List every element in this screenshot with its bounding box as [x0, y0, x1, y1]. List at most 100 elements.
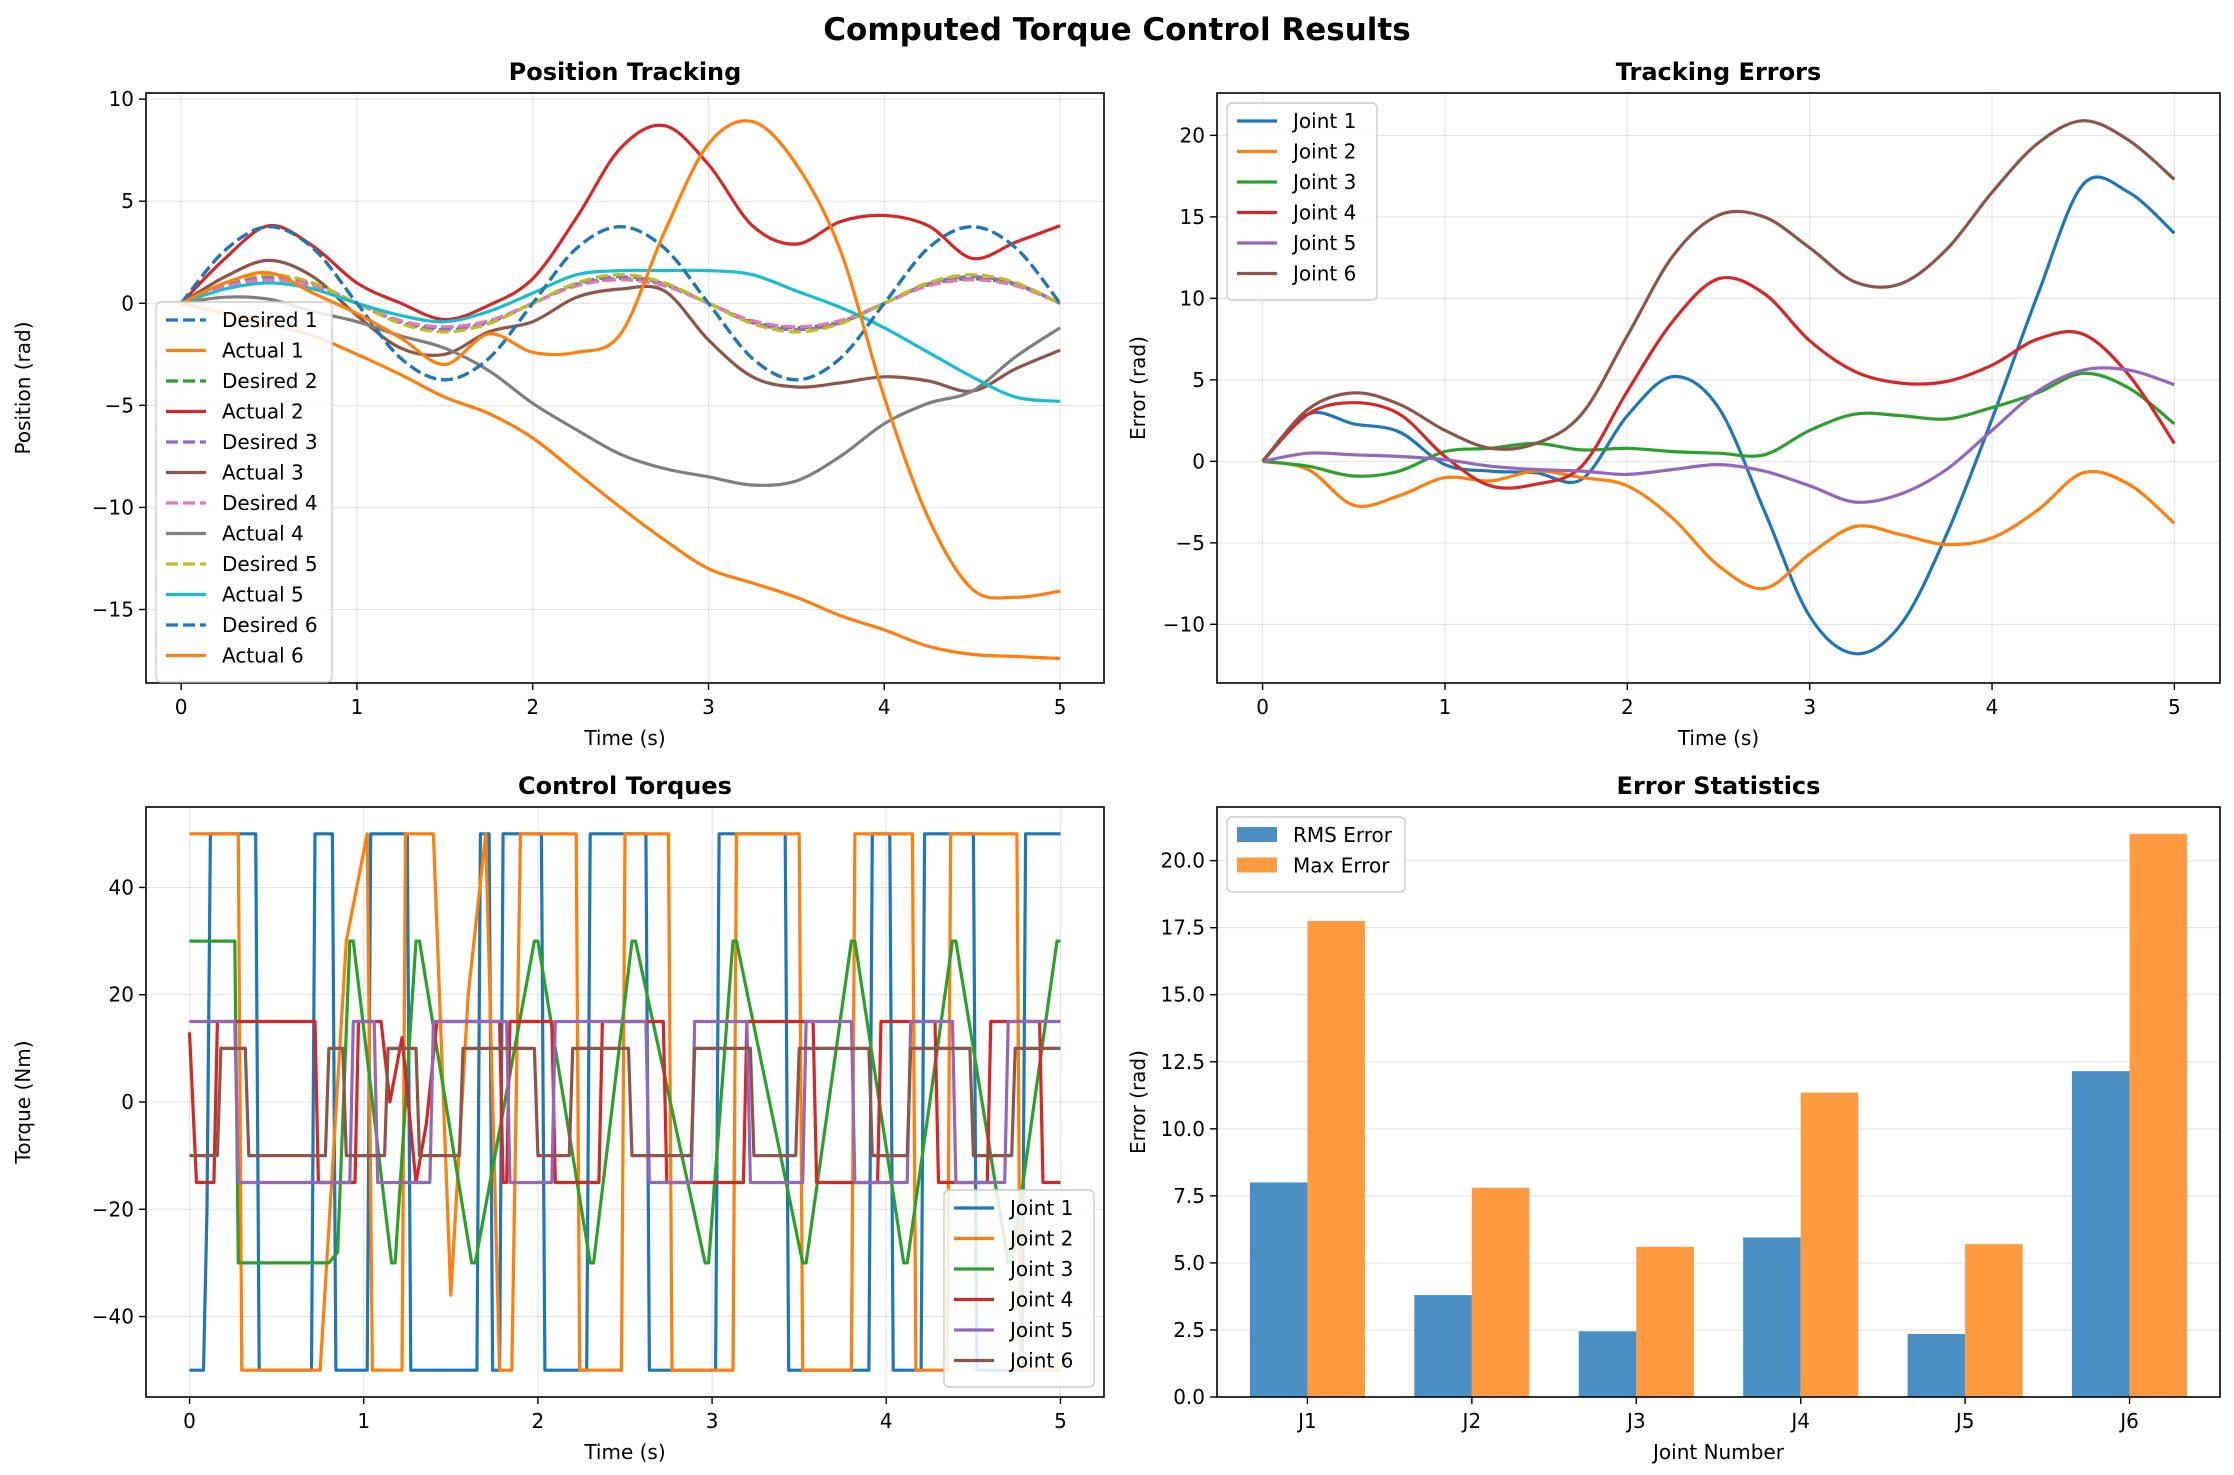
legend: Joint 1 Joint 2 Joint 3 Joint 4 Joint 5 Joint…	[1226, 102, 1378, 301]
y-tick-label: −5	[105, 393, 134, 417]
legend-label-desired-4: Desired 4	[222, 491, 318, 515]
x-tick-label: 2	[1621, 695, 1634, 719]
x-tick-label: 3	[706, 1409, 719, 1433]
bar-max-error	[1965, 1244, 2023, 1397]
legend-label-joint-6: Joint 6	[1291, 262, 1356, 286]
series-line-joint-3	[1262, 371, 2176, 478]
y-tick-label: 20	[1180, 123, 1205, 147]
x-tick-label: J2	[1461, 1409, 1482, 1433]
x-tick-label: 2	[532, 1409, 545, 1433]
plot-area	[187, 832, 1061, 1372]
y-tick-label: 10	[1180, 286, 1205, 310]
bar-max-error	[1471, 1187, 1530, 1397]
y-tick-label: 15.0	[1160, 983, 1205, 1007]
x-tick-label: 4	[1986, 695, 1999, 719]
legend: RMS Error Max Error	[1226, 816, 1406, 893]
y-tick-label: 20	[109, 983, 134, 1007]
legend-label-joint-2: Joint 2	[1008, 1227, 1073, 1251]
bar-max-error	[2129, 833, 2188, 1397]
series-line-joint-4	[1261, 276, 2176, 490]
series-line-joint-2	[1262, 459, 2176, 591]
bar-rms-error	[1249, 1182, 1308, 1397]
legend-label-actual-4: Actual 4	[222, 522, 304, 546]
legend-label-joint-1: Joint 1	[1291, 109, 1356, 133]
x-axis-label: Time (s)	[583, 1440, 665, 1464]
x-tick-label: J6	[2118, 1409, 2139, 1433]
bar-rms-error	[2072, 1071, 2130, 1397]
legend-label-desired-6: Desired 6	[222, 613, 318, 637]
y-tick-label: −20	[92, 1197, 134, 1221]
chart-title: Tracking Errors	[1616, 58, 1821, 86]
y-tick-label: 5	[1192, 368, 1205, 392]
x-tick-label: 3	[1803, 695, 1816, 719]
chart-title: Error Statistics	[1617, 772, 1821, 800]
legend-label-rms-error: RMS Error	[1293, 823, 1393, 847]
legend-label-joint-5: Joint 5	[1008, 1318, 1073, 1342]
control-torques-chart: −40 −20 0 20 40 0 1 2 3 4 5 Control Torques Time (s)…	[11, 772, 1105, 1464]
legend-swatch-max-error	[1237, 857, 1277, 873]
x-tick-label: 0	[183, 1409, 196, 1433]
x-axis-label: Time (s)	[583, 726, 665, 750]
bar-max-error	[1307, 920, 1365, 1397]
legend-label-joint-4: Joint 4	[1291, 201, 1356, 225]
y-tick-label: −10	[1163, 612, 1205, 636]
bar-rms-error	[1743, 1237, 1801, 1397]
y-tick-label: −15	[92, 598, 134, 622]
legend: Desired 1 Actual 1 Desired 2 Actual 2 Desire…	[155, 301, 333, 683]
position-tracking-chart: −15 −10 −5 0 5 10 0 1 2 3 4 5 Position Tracking Time …	[11, 58, 1105, 750]
legend-label-desired-1: Desired 1	[222, 308, 318, 332]
y-tick-label: 10	[109, 87, 134, 111]
y-tick-label: 15	[1180, 205, 1205, 229]
error-statistics-chart: 0.0 2.5 5.0 7.5 10.0 12.5 15.0 17.5 20.0 J1 J2 J3 J4…	[1126, 772, 2221, 1464]
x-tick-label: 1	[1439, 695, 1452, 719]
legend-label-actual-3: Actual 3	[222, 461, 304, 485]
legend-label-joint-6: Joint 6	[1008, 1349, 1073, 1373]
series-line-joint-6	[189, 1046, 1061, 1158]
series-line-joint-5	[189, 1019, 1061, 1185]
legend-label-actual-1: Actual 1	[222, 339, 304, 363]
y-tick-label: 0	[121, 291, 134, 315]
y-tick-label: 2.5	[1173, 1318, 1205, 1342]
series-line-actual-6	[180, 119, 1061, 600]
bar-rms-error	[1907, 1333, 1966, 1397]
x-tick-label: J1	[1296, 1409, 1317, 1433]
y-tick-label: 5	[121, 189, 134, 213]
legend-label-desired-5: Desired 5	[222, 552, 318, 576]
y-tick-label: −5	[1176, 531, 1205, 555]
legend-label-joint-2: Joint 2	[1291, 140, 1356, 164]
x-tick-label: 2	[526, 695, 539, 719]
x-tick-label: J4	[1789, 1409, 1810, 1433]
x-tick-label: 0	[175, 695, 188, 719]
axes-frame	[145, 92, 1105, 684]
x-tick-label: J5	[1954, 1409, 1975, 1433]
x-tick-label: 4	[878, 695, 891, 719]
x-tick-label: 5	[2168, 695, 2181, 719]
series-line-actual-3	[180, 258, 1061, 393]
x-tick-label: 1	[357, 1409, 370, 1433]
plot-area	[1249, 833, 2188, 1397]
series-line-joint-6	[1261, 119, 2176, 463]
y-tick-label: −10	[92, 495, 134, 519]
bar-rms-error	[1578, 1331, 1637, 1397]
y-tick-label: 10.0	[1160, 1117, 1205, 1141]
bar-max-error	[1636, 1246, 1694, 1397]
y-tick-label: 0	[121, 1090, 134, 1114]
legend-label-actual-2: Actual 2	[222, 400, 304, 424]
axes-frame	[145, 806, 1105, 1398]
y-tick-label: 17.5	[1160, 916, 1205, 940]
axes-frame	[1216, 92, 2221, 684]
figure-title: Computed Torque Control Results	[823, 12, 1410, 48]
y-tick-label: 5.0	[1173, 1251, 1205, 1275]
legend-label-joint-5: Joint 5	[1291, 231, 1356, 255]
y-axis-label: Position (rad)	[11, 321, 35, 454]
y-axis-label: Torque (Nm)	[11, 1040, 35, 1164]
series-line-desired-6	[179, 225, 1062, 382]
tracking-errors-chart: −10 −5 0 5 10 15 20 0 1 2 3 4 5 Tracking Errors Time (…	[1126, 58, 2221, 750]
x-tick-label: 3	[702, 695, 715, 719]
y-tick-label: 20.0	[1160, 849, 1205, 873]
y-tick-label: 0.0	[1173, 1385, 1205, 1409]
legend-label-joint-1: Joint 1	[1008, 1196, 1073, 1220]
series-line-joint-3	[189, 939, 1061, 1265]
axes-frame	[1216, 806, 2221, 1398]
series-line-desired-4	[180, 278, 1061, 329]
